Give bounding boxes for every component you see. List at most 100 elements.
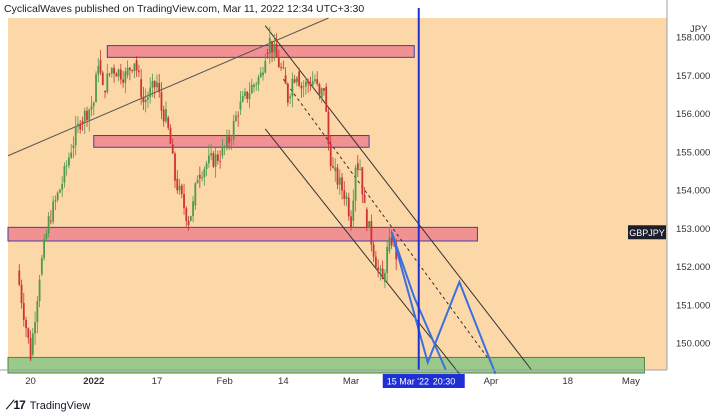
candle-body: [354, 167, 357, 201]
candle-body: [131, 70, 134, 72]
candle-body: [135, 60, 138, 71]
candle-body: [305, 81, 307, 87]
candle-body: [29, 337, 32, 360]
candle-body: [74, 126, 77, 146]
candle-body: [22, 302, 25, 320]
candle-body: [45, 233, 48, 240]
candle-body: [291, 78, 294, 97]
last-price-label: GBPJPY: [629, 228, 665, 238]
candle-body: [101, 72, 104, 86]
candle-body: [95, 74, 97, 103]
candle-body: [147, 97, 149, 100]
candle-body: [372, 244, 375, 257]
candle-body: [210, 153, 213, 156]
y-tick-label: 156.000: [676, 109, 710, 120]
candle-body: [83, 110, 86, 124]
candle-body: [216, 154, 219, 161]
candle-body: [264, 60, 267, 73]
candle-body: [113, 67, 115, 74]
y-tick-label: 152.000: [676, 262, 710, 273]
candle-body: [25, 319, 27, 329]
candle-body: [56, 192, 59, 200]
candle-body: [298, 71, 301, 86]
candle-body: [117, 69, 120, 77]
channel-upper-line: [264, 25, 532, 371]
candle-body: [133, 63, 136, 72]
candle-body: [52, 201, 55, 222]
candle-body: [18, 270, 21, 285]
candle-body: [334, 167, 337, 172]
candle-body: [207, 155, 210, 164]
candle-body: [185, 208, 188, 221]
candle-body: [338, 177, 341, 185]
candle-body: [38, 279, 41, 301]
candle-body: [20, 284, 23, 303]
candle-body: [88, 109, 91, 121]
candle-body: [347, 197, 350, 217]
candle-body: [65, 165, 68, 167]
candle-body: [180, 185, 183, 195]
candle-body: [90, 106, 93, 110]
candle-body: [36, 300, 39, 323]
x-tick-label: 2022: [83, 376, 104, 387]
candle-body: [309, 83, 312, 86]
candle-body: [386, 246, 389, 274]
candle-body: [230, 139, 233, 141]
footer-brand: TradingView: [29, 399, 91, 412]
candle-body: [336, 167, 339, 185]
candle-body: [329, 144, 332, 166]
candle-body: [219, 160, 222, 162]
candle-body: [68, 157, 70, 166]
channel-lower-line: [264, 128, 460, 375]
candle-body: [149, 87, 152, 98]
candle-body: [244, 91, 246, 96]
candle-body: [273, 43, 276, 53]
candle-body: [379, 268, 382, 271]
candle-body: [205, 163, 208, 169]
candle-body: [92, 102, 95, 107]
candle-body: [194, 183, 197, 206]
candle-body: [341, 177, 343, 191]
x-tick-label: 14: [278, 376, 289, 387]
support-zone: [7, 356, 645, 374]
candle-body: [289, 96, 292, 99]
x-tick-label: Feb: [216, 376, 232, 387]
candle-body: [110, 67, 113, 74]
candle-body: [228, 136, 231, 144]
candle-body: [81, 121, 84, 124]
candle-body: [323, 88, 325, 91]
candle-body: [198, 174, 201, 179]
candle-body: [86, 110, 88, 121]
projection-branch: [390, 231, 447, 371]
tradingview-footer[interactable]: ⟋17 TradingView: [6, 398, 90, 413]
tradingview-logo-icon: ⟋17: [6, 398, 26, 412]
candle-body: [153, 80, 156, 88]
y-tick-label: 158.000: [676, 33, 710, 44]
candle-body: [47, 216, 50, 234]
candle-body: [128, 67, 131, 71]
candle-body: [377, 267, 380, 270]
candle-body: [212, 153, 215, 167]
candle-body: [246, 91, 249, 99]
publisher-caption: CyclicalWaves published on TradingView.c…: [4, 3, 365, 15]
candle-body: [122, 79, 124, 83]
candle-body: [126, 67, 129, 76]
candle-body: [167, 117, 170, 128]
candle-body: [250, 84, 253, 94]
candle-body: [286, 83, 289, 103]
candle-body: [307, 81, 310, 84]
candle-body: [49, 220, 52, 222]
y-tick-label: 150.000: [676, 339, 710, 350]
candle-body: [108, 73, 111, 75]
candle-body: [271, 40, 273, 53]
candle-body: [137, 70, 140, 73]
candle-body: [365, 209, 368, 228]
candle-body: [97, 66, 100, 75]
candle-body: [59, 189, 61, 193]
candle-body: [226, 136, 228, 147]
candle-body: [77, 123, 79, 127]
candle-body: [201, 177, 203, 179]
y-tick-label: 151.000: [676, 300, 710, 311]
candle-body: [142, 97, 145, 103]
